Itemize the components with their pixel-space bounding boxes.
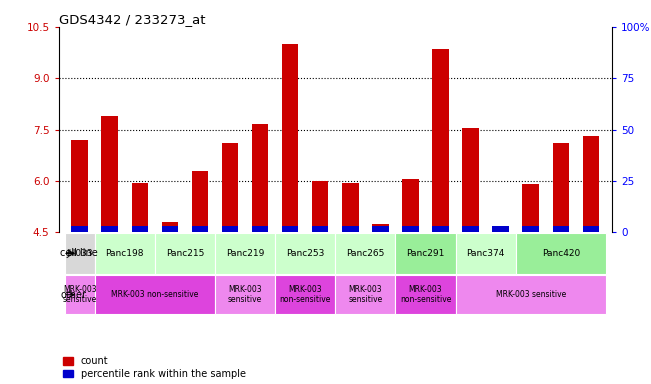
Bar: [94, 233, 155, 274]
Text: MRK-003
sensitive: MRK-003 sensitive: [62, 285, 97, 305]
Text: Panc374: Panc374: [467, 249, 505, 258]
Bar: [553, 226, 569, 232]
Bar: [335, 233, 395, 274]
Bar: [191, 226, 208, 232]
Text: MRK-003
sensitive: MRK-003 sensitive: [348, 285, 383, 305]
Bar: [335, 275, 395, 314]
Text: other: other: [60, 290, 86, 300]
Bar: [492, 227, 509, 232]
Text: GDS4342 / 233273_at: GDS4342 / 233273_at: [59, 13, 205, 26]
Bar: [64, 233, 94, 274]
Bar: [523, 226, 539, 232]
Bar: [132, 183, 148, 232]
Text: Panc265: Panc265: [346, 249, 385, 258]
Bar: [282, 226, 298, 232]
Bar: [312, 226, 329, 232]
Text: MRK-003
sensitive: MRK-003 sensitive: [228, 285, 262, 305]
Bar: [402, 179, 419, 232]
Text: Panc291: Panc291: [406, 249, 445, 258]
Bar: [64, 275, 94, 314]
Bar: [191, 171, 208, 232]
Bar: [252, 226, 268, 232]
Bar: [583, 226, 599, 232]
Bar: [432, 49, 449, 232]
Bar: [102, 226, 118, 232]
Bar: [553, 143, 569, 232]
Bar: [402, 226, 419, 232]
Bar: [222, 226, 238, 232]
Bar: [516, 233, 606, 274]
Text: JH033: JH033: [66, 249, 93, 258]
Text: MRK-003 non-sensitive: MRK-003 non-sensitive: [111, 290, 199, 299]
Bar: [372, 224, 389, 232]
Bar: [275, 233, 335, 274]
Bar: [456, 233, 516, 274]
Bar: [161, 226, 178, 232]
Bar: [456, 275, 606, 314]
Bar: [161, 222, 178, 232]
Bar: [222, 143, 238, 232]
Bar: [462, 128, 479, 232]
Bar: [72, 226, 88, 232]
Bar: [155, 233, 215, 274]
Bar: [523, 184, 539, 232]
Bar: [102, 116, 118, 232]
Text: Panc420: Panc420: [542, 249, 580, 258]
Bar: [132, 226, 148, 232]
Bar: [395, 233, 456, 274]
Text: MRK-003
non-sensitive: MRK-003 non-sensitive: [279, 285, 331, 305]
Bar: [282, 44, 298, 232]
Bar: [94, 275, 215, 314]
Bar: [342, 226, 359, 232]
Text: MRK-003 sensitive: MRK-003 sensitive: [495, 290, 566, 299]
Text: Panc219: Panc219: [226, 249, 264, 258]
Text: Panc215: Panc215: [166, 249, 204, 258]
Bar: [215, 233, 275, 274]
Bar: [312, 181, 329, 232]
Bar: [72, 140, 88, 232]
Bar: [432, 226, 449, 232]
Bar: [275, 275, 335, 314]
Text: MRK-003
non-sensitive: MRK-003 non-sensitive: [400, 285, 451, 305]
Text: Panc198: Panc198: [105, 249, 144, 258]
Bar: [372, 226, 389, 232]
Text: Panc253: Panc253: [286, 249, 324, 258]
Bar: [583, 136, 599, 232]
Bar: [342, 183, 359, 232]
Legend: count, percentile rank within the sample: count, percentile rank within the sample: [63, 356, 246, 379]
Bar: [395, 275, 456, 314]
Bar: [252, 124, 268, 232]
Text: cell line: cell line: [60, 248, 98, 258]
Bar: [215, 275, 275, 314]
Bar: [462, 226, 479, 232]
Bar: [492, 226, 509, 232]
